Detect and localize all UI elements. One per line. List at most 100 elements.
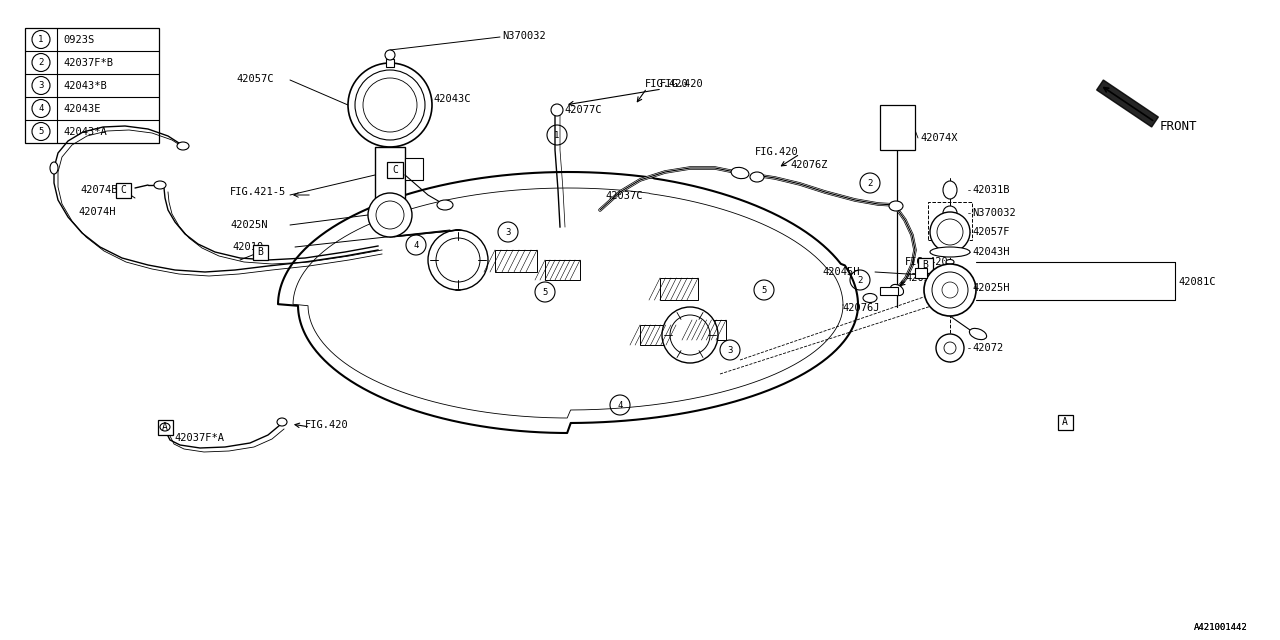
- Circle shape: [385, 50, 396, 60]
- Circle shape: [376, 201, 404, 229]
- Text: FIG.420: FIG.420: [305, 420, 348, 430]
- Text: 42043E: 42043E: [63, 104, 101, 113]
- Bar: [692, 320, 726, 340]
- Text: 42076Z: 42076Z: [790, 160, 827, 170]
- Circle shape: [364, 78, 417, 132]
- Circle shape: [550, 104, 563, 116]
- Bar: [26, 28, 159, 143]
- Bar: [918, 257, 933, 273]
- Bar: [928, 202, 972, 240]
- Ellipse shape: [750, 172, 764, 182]
- Bar: [157, 419, 173, 435]
- Text: 42045H: 42045H: [822, 267, 859, 277]
- Text: B: B: [257, 247, 262, 257]
- Text: FIG.421-5: FIG.421-5: [230, 187, 287, 197]
- Text: 4: 4: [38, 104, 44, 113]
- Text: 42057F: 42057F: [972, 227, 1010, 237]
- Text: 1: 1: [554, 131, 559, 140]
- Text: 42043*A: 42043*A: [63, 127, 106, 136]
- Text: 3: 3: [727, 346, 732, 355]
- Circle shape: [369, 193, 412, 237]
- Circle shape: [943, 206, 957, 220]
- Text: C: C: [392, 165, 398, 175]
- Circle shape: [931, 212, 970, 252]
- Text: N370032: N370032: [972, 208, 1016, 218]
- Circle shape: [945, 342, 956, 354]
- Text: 2: 2: [38, 58, 44, 67]
- Text: 42025H: 42025H: [972, 283, 1010, 293]
- Polygon shape: [1097, 80, 1158, 127]
- Circle shape: [436, 238, 480, 282]
- Text: 42031B: 42031B: [972, 185, 1010, 195]
- Text: 42043*B: 42043*B: [63, 81, 106, 90]
- Bar: [660, 278, 698, 300]
- Circle shape: [942, 282, 957, 298]
- Text: 42043H: 42043H: [972, 247, 1010, 257]
- Text: 42037C: 42037C: [605, 191, 643, 201]
- Circle shape: [937, 219, 963, 245]
- Text: 5: 5: [543, 287, 548, 296]
- Bar: [915, 268, 927, 278]
- Bar: [387, 59, 394, 67]
- Ellipse shape: [946, 259, 954, 264]
- Text: FIG.420: FIG.420: [645, 79, 689, 89]
- Text: FRONT: FRONT: [1160, 120, 1198, 132]
- Bar: [252, 244, 268, 259]
- Bar: [881, 105, 915, 150]
- Text: 42058*B: 42058*B: [905, 273, 948, 283]
- Text: 42072: 42072: [972, 343, 1004, 353]
- Text: 42074H: 42074H: [78, 207, 115, 217]
- Bar: [640, 325, 676, 345]
- Ellipse shape: [890, 201, 902, 211]
- Text: A: A: [1062, 417, 1068, 427]
- Ellipse shape: [891, 284, 904, 296]
- Text: 3: 3: [38, 81, 44, 90]
- Ellipse shape: [50, 162, 58, 174]
- Text: B: B: [922, 260, 928, 270]
- Text: 42074B: 42074B: [81, 185, 118, 195]
- Bar: [545, 260, 580, 280]
- Text: 42043C: 42043C: [433, 94, 471, 104]
- Ellipse shape: [177, 142, 189, 150]
- Circle shape: [428, 230, 488, 290]
- Ellipse shape: [863, 294, 877, 303]
- Text: FIG.420: FIG.420: [660, 79, 704, 89]
- Text: N370032: N370032: [502, 31, 545, 41]
- Text: 42081C: 42081C: [1178, 277, 1216, 287]
- Text: FIG.420: FIG.420: [755, 147, 799, 157]
- Bar: [495, 250, 538, 272]
- Text: 42074X: 42074X: [920, 133, 957, 143]
- Ellipse shape: [160, 423, 170, 431]
- Text: 42037F*A: 42037F*A: [174, 433, 224, 443]
- Ellipse shape: [731, 168, 749, 179]
- Bar: [387, 162, 403, 178]
- Text: A421001442: A421001442: [1194, 623, 1248, 632]
- Circle shape: [348, 63, 433, 147]
- Bar: [375, 147, 404, 210]
- Text: 2: 2: [868, 179, 873, 188]
- Bar: [881, 287, 899, 295]
- Ellipse shape: [931, 247, 970, 257]
- Text: 0923S: 0923S: [63, 35, 95, 45]
- Text: 42076J: 42076J: [842, 303, 879, 313]
- Circle shape: [932, 272, 968, 308]
- Circle shape: [924, 264, 977, 316]
- Circle shape: [669, 315, 710, 355]
- Circle shape: [662, 307, 718, 363]
- Text: 1: 1: [38, 35, 44, 44]
- Text: 42057C: 42057C: [236, 74, 274, 84]
- Text: FIG.420: FIG.420: [905, 257, 948, 267]
- Text: 42037F*B: 42037F*B: [63, 58, 113, 67]
- Circle shape: [936, 334, 964, 362]
- Circle shape: [355, 70, 425, 140]
- Ellipse shape: [154, 181, 166, 189]
- Bar: [404, 158, 422, 180]
- Text: C: C: [120, 185, 125, 195]
- Text: 42025N: 42025N: [230, 220, 268, 230]
- Text: 3: 3: [506, 227, 511, 237]
- Text: A: A: [163, 422, 168, 432]
- Ellipse shape: [969, 328, 987, 340]
- Text: 5: 5: [38, 127, 44, 136]
- Text: 42010: 42010: [232, 242, 264, 252]
- Text: 4: 4: [617, 401, 622, 410]
